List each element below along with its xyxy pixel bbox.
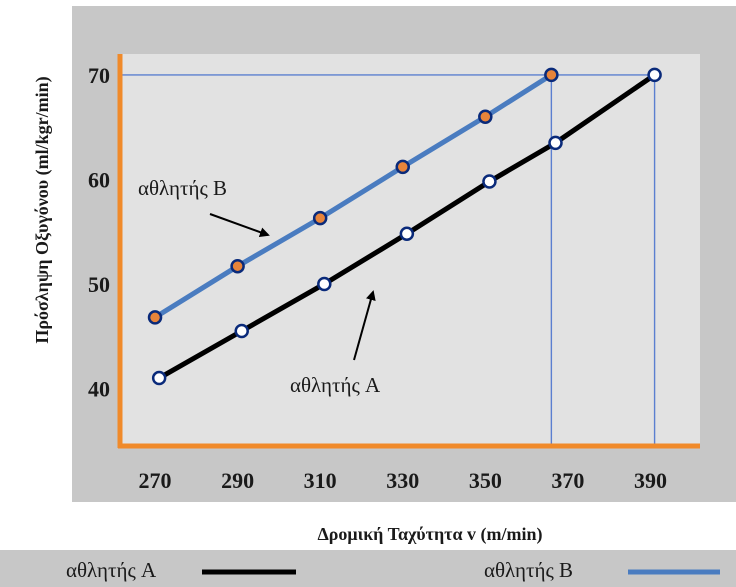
x-tick-label: 370 <box>551 468 584 493</box>
annotation-arrow-b <box>209 213 270 237</box>
data-point <box>548 135 563 151</box>
y-axis-label: Πρόσληψη Οξυγόνου (ml/kgr/min) <box>32 76 53 343</box>
data-point <box>234 323 249 339</box>
data-point <box>147 310 163 325</box>
y-tick-label: 40 <box>88 377 110 402</box>
annotation-athlete-a: αθλητής A <box>290 373 381 397</box>
x-tick-label: 270 <box>139 468 172 493</box>
x-tick-label: 390 <box>634 468 667 493</box>
x-tick-label: 350 <box>469 468 502 493</box>
plot-area <box>120 54 700 446</box>
x-tick-label: 290 <box>221 468 254 493</box>
x-axis-label: Δρομική Ταχύτητα v (m/min) <box>317 524 542 545</box>
y-tick-label: 50 <box>88 272 110 297</box>
series-markers <box>147 67 662 386</box>
legend-label-athlete-a: αθλητής A <box>66 558 157 582</box>
annotation-athlete-b: αθλητής B <box>138 176 227 200</box>
data-point <box>151 370 167 386</box>
axes <box>117 54 700 449</box>
legend-bar <box>0 550 736 587</box>
reference-lines <box>122 74 656 446</box>
x-tick-label: 310 <box>304 468 337 493</box>
legend-label-athlete-b: αθλητής B <box>484 558 573 582</box>
tick-labels: 270 290 310 330 350 370 390 40 50 60 70 <box>88 63 667 493</box>
legend: αθλητής A αθλητής B <box>66 558 720 582</box>
data-point <box>317 276 332 292</box>
data-point <box>312 210 328 226</box>
annotation-arrow-a <box>353 290 376 361</box>
data-point <box>544 67 559 83</box>
data-point <box>230 258 245 274</box>
series-line-athlete-b <box>152 72 554 320</box>
annotations: αθλητής B αθλητής A <box>138 176 381 397</box>
data-point <box>395 159 410 175</box>
data-point <box>482 174 497 189</box>
data-point <box>478 109 493 124</box>
y-tick-label: 60 <box>88 167 110 192</box>
x-tick-label: 330 <box>386 468 419 493</box>
data-point <box>647 67 662 83</box>
y-tick-label: 70 <box>88 63 110 88</box>
data-point <box>399 226 415 242</box>
